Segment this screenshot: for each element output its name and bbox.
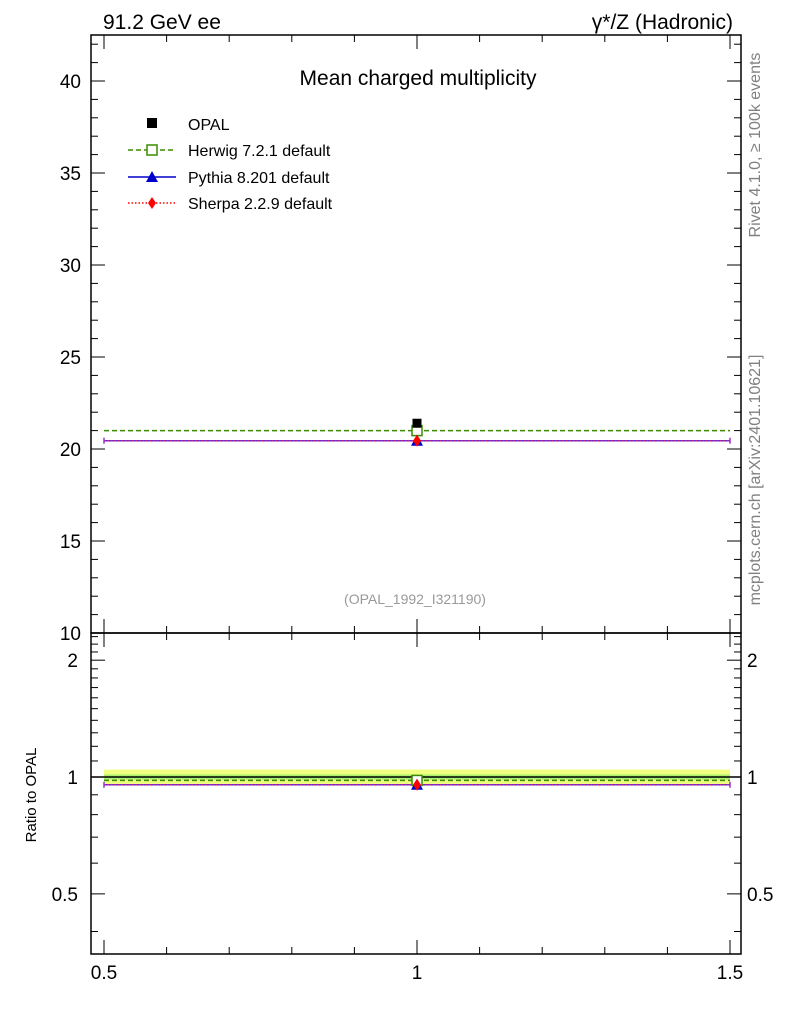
legend-pythia-label: Pythia 8.201 default: [188, 170, 330, 187]
ratio-ytick-label-left: 2: [67, 651, 78, 672]
sherpa-marker: [413, 434, 421, 447]
main-ytick-label: 25: [60, 348, 81, 369]
main-panel: Mean charged multiplicity (OPAL_1992_I32…: [60, 34, 742, 645]
main-ytick-label: 30: [60, 256, 81, 277]
ratio-ytick-label-right: 1: [747, 768, 758, 789]
xtick-label: 1.5: [717, 963, 743, 984]
main-plot-title: Mean charged multiplicity: [300, 67, 537, 90]
legend-herwig-label: Herwig 7.2.1 default: [188, 143, 331, 160]
legend: OPAL Herwig 7.2.1 default Pythia 8.201 d…: [128, 117, 333, 213]
opal-data-point: [412, 418, 422, 428]
analysis-id-label: (OPAL_1992_I321190): [344, 591, 486, 607]
main-ytick-label: 35: [60, 164, 81, 185]
main-ytick-label: 20: [60, 440, 81, 461]
legend-opal-label: OPAL: [188, 117, 230, 134]
main-ytick-label: 15: [60, 532, 81, 553]
ratio-ytick-label-right: 2: [747, 651, 758, 672]
ratio-ytick-labels: 0.5 0.5 1 1 2 2: [52, 651, 774, 906]
ratio-ytick-label-left: 0.5: [52, 885, 78, 906]
main-ytick-label: 40: [60, 72, 81, 93]
legend-sherpa-label: Sherpa 2.2.9 default: [188, 196, 333, 213]
legend-sherpa-marker: [148, 197, 156, 209]
legend-herwig-marker: [146, 144, 158, 156]
ratio-ticks: [91, 633, 741, 954]
legend-pythia-marker: [146, 171, 158, 182]
ratio-y-axis-label: Ratio to OPAL: [23, 748, 40, 843]
main-ticks: [91, 35, 741, 634]
main-ytick-label: 10: [60, 624, 81, 645]
rivet-version-label: Rivet 4.1.0, ≥ 100k events: [747, 53, 764, 238]
xtick-label: 1: [412, 963, 423, 984]
energy-label: 91.2 GeV ee: [103, 11, 221, 34]
xtick-labels: 0.5 1 1.5: [91, 963, 743, 984]
ratio-sherpa-marker: [413, 778, 421, 791]
ratio-ytick-label-left: 1: [67, 768, 78, 789]
ratio-ytick-label-right: 0.5: [747, 885, 773, 906]
process-label: γ*/Z (Hadronic): [592, 11, 733, 34]
mcplots-label: mcplots.cern.ch [arXiv:2401.10621]: [747, 355, 764, 606]
ratio-panel-frame: [90, 632, 742, 955]
legend-opal-marker: [147, 118, 157, 128]
xtick-label: 0.5: [91, 963, 117, 984]
ratio-panel: 0.5 0.5 1 1 2 2 0.5 1 1.5 Ratio to OPAL: [23, 632, 774, 984]
main-ytick-labels: 10 15 20 25 30 35 40: [60, 72, 81, 645]
